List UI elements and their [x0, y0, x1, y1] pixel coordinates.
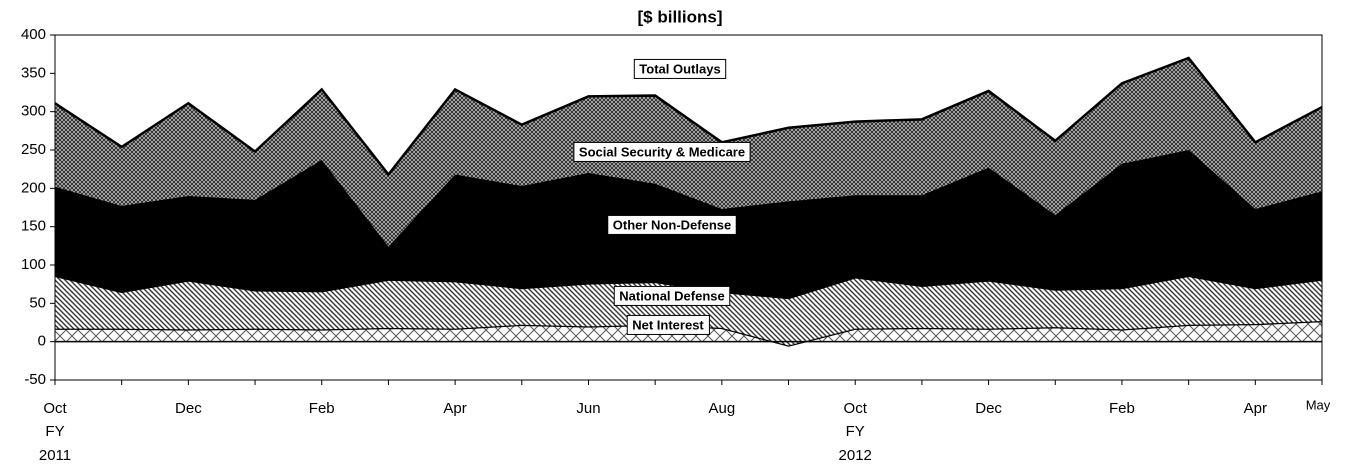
- x-tick-label: May: [1306, 397, 1331, 412]
- x-tick-label: Apr: [1244, 400, 1267, 417]
- fiscal-year-label: FY: [846, 423, 865, 440]
- series-label: National Defense: [619, 288, 724, 303]
- label-box: [613, 285, 731, 306]
- label-box: [633, 58, 727, 79]
- y-tick-label: 200: [21, 179, 46, 196]
- fiscal-year-label: 2012: [839, 447, 872, 464]
- chart-title: [$ billions]: [638, 7, 723, 26]
- y-tick-label: 250: [21, 141, 46, 158]
- y-tick-label: 400: [21, 26, 46, 43]
- label-box: [573, 141, 751, 162]
- x-tick-label: Feb: [1109, 400, 1135, 417]
- label-box: [607, 214, 737, 235]
- fiscal-year-label: 2011: [39, 447, 71, 464]
- x-tick-label: Jun: [576, 400, 600, 417]
- x-tick-label: Dec: [175, 400, 202, 417]
- fiscal-year-label: FY: [45, 423, 64, 440]
- y-tick-label: -50: [24, 371, 46, 388]
- area: [55, 275, 1322, 346]
- label-box: [626, 314, 710, 335]
- x-tick-label: Dec: [975, 400, 1002, 417]
- x-tick-label: Oct: [844, 400, 868, 417]
- series-label: Total Outlays: [639, 61, 720, 76]
- x-tick-label: Aug: [708, 400, 735, 417]
- area-edge: [54, 56, 1323, 177]
- y-tick-label: 50: [29, 294, 46, 311]
- y-tick-label: 350: [21, 64, 46, 81]
- series-label: Other Non-Defense: [613, 217, 731, 232]
- y-tick-label: 150: [21, 218, 46, 235]
- series-label: Social Security & Medicare: [579, 144, 745, 159]
- x-tick-label: Feb: [309, 400, 335, 417]
- x-tick-label: Apr: [443, 400, 466, 417]
- y-tick-label: 0: [38, 333, 46, 350]
- y-tick-label: 300: [21, 103, 46, 120]
- plot-frame: [54, 34, 1323, 381]
- x-tick-label: Oct: [43, 400, 67, 417]
- series-label: Net Interest: [632, 317, 704, 332]
- y-tick-label: 100: [21, 256, 46, 273]
